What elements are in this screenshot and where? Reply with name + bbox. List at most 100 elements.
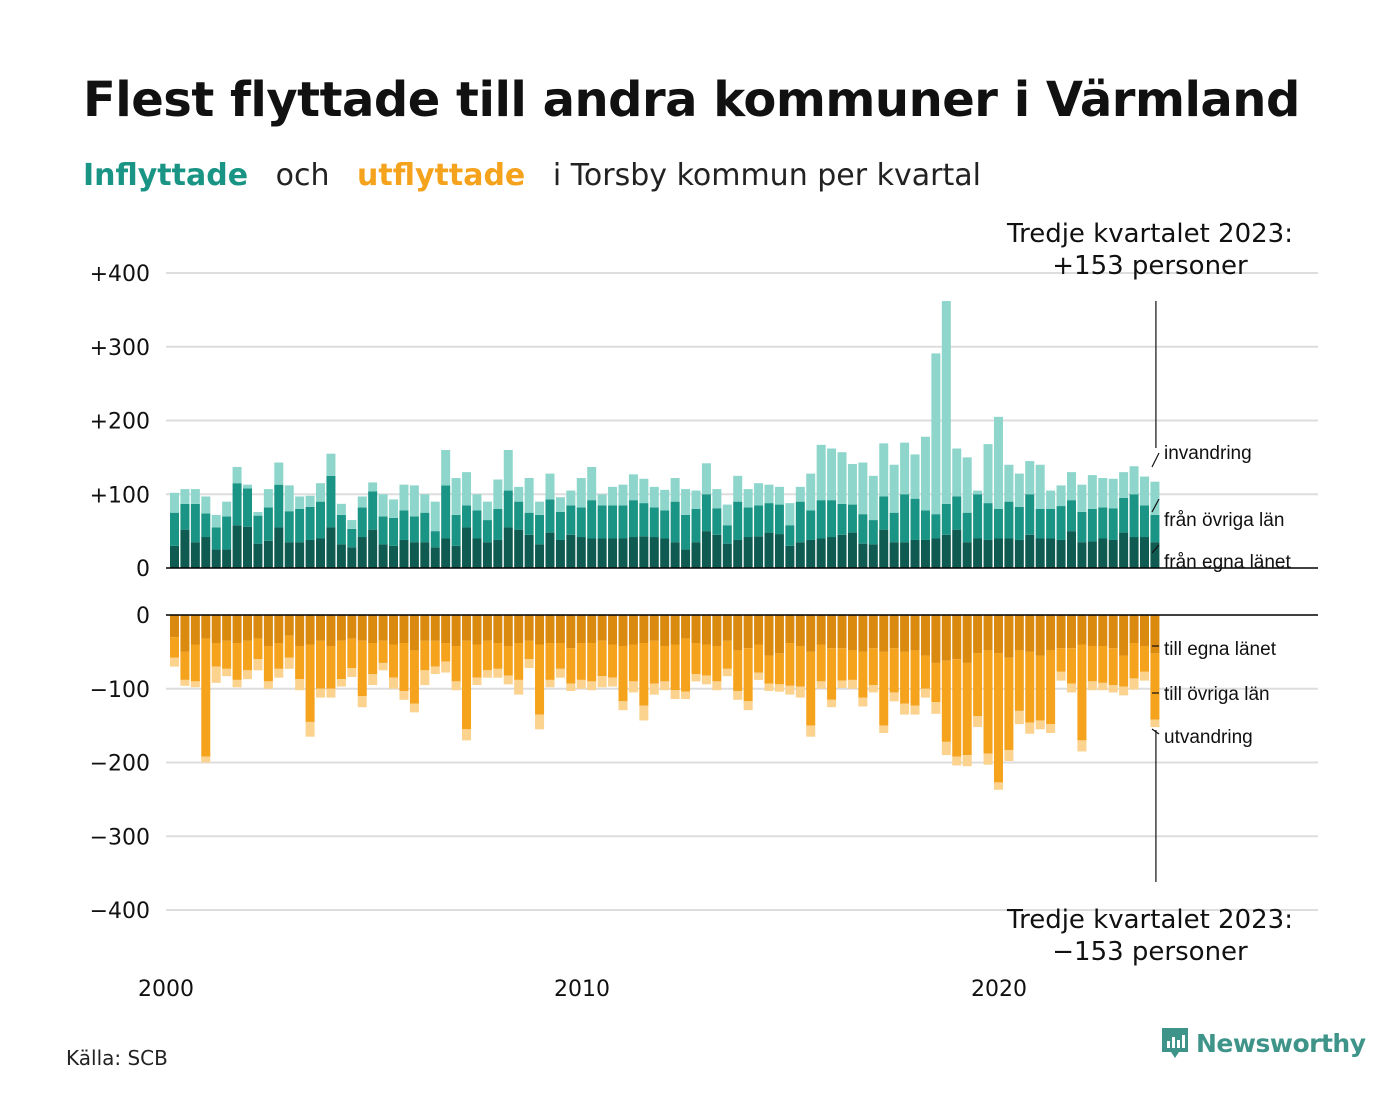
bar-in-invandring — [587, 466, 597, 501]
bar-ut-ovriga — [357, 640, 367, 697]
bar-in-ovriga — [451, 514, 461, 546]
bar-in-invandring — [952, 448, 962, 497]
subtitle-rest: i Torsby kommun per kvartal — [552, 158, 981, 193]
bar-ut-egna — [1139, 615, 1149, 646]
bar-in-invandring — [535, 501, 545, 515]
bar-ut-egna — [232, 615, 242, 644]
bar-in-invandring — [576, 478, 586, 508]
bar-in-egna — [795, 542, 805, 568]
bar-in-ovriga — [879, 496, 889, 530]
bar-ut-egna — [816, 615, 826, 645]
bar-ut-utvandring — [566, 683, 576, 691]
bar-ut-egna — [628, 615, 638, 645]
y-tick-upper: +400 — [90, 262, 150, 287]
bar-in-ovriga — [587, 500, 597, 539]
bar-in-egna — [649, 537, 659, 568]
bar-in-egna — [639, 536, 649, 568]
y-tick-lower: 0 — [136, 604, 150, 629]
bar-ut-egna — [305, 615, 315, 645]
bar-ut-utvandring — [462, 729, 472, 741]
bar-ut-utvandring — [712, 681, 722, 691]
y-tick-upper: 0 — [136, 557, 150, 582]
bar-ut-ovriga — [597, 640, 607, 677]
label-connector — [1151, 452, 1160, 468]
bar-ut-utvandring — [1108, 685, 1118, 693]
bar-in-ovriga — [1077, 511, 1087, 543]
bar-ut-utvandring — [733, 690, 743, 700]
bar-in-ovriga — [336, 514, 346, 545]
bar-ut-utvandring — [795, 686, 805, 698]
bar-ut-egna — [576, 615, 586, 644]
bar-in-invandring — [190, 489, 200, 504]
bar-ut-egna — [274, 615, 284, 644]
bar-ut-egna — [1087, 615, 1097, 646]
bar-ut-utvandring — [1035, 720, 1045, 730]
bar-in-ovriga — [722, 525, 732, 544]
bar-in-ovriga — [681, 514, 691, 550]
bar-in-egna — [399, 539, 409, 568]
bar-in-egna — [357, 537, 367, 568]
bar-ut-ovriga — [482, 640, 492, 671]
bar-in-egna — [482, 542, 492, 568]
bar-in-egna — [253, 543, 263, 568]
bar-in-ovriga — [368, 491, 378, 530]
bar-ut-egna — [806, 615, 816, 652]
bar-in-egna — [858, 543, 868, 568]
bar-in-egna — [336, 544, 346, 568]
bar-in-invandring — [316, 483, 326, 502]
bar-ut-utvandring — [900, 703, 910, 715]
bar-ut-egna — [952, 615, 962, 660]
bar-in-ovriga — [1035, 509, 1045, 539]
bar-ut-egna — [180, 615, 190, 652]
bar-in-egna — [785, 545, 795, 568]
bar-in-ovriga — [555, 511, 565, 540]
bar-ut-ovriga — [211, 643, 221, 667]
bar-in-egna — [733, 539, 743, 568]
bar-ut-ovriga — [910, 650, 920, 706]
bar-in-egna — [1004, 538, 1014, 568]
bar-in-ovriga — [1025, 494, 1035, 535]
bar-ut-utvandring — [993, 782, 1003, 790]
bar-ut-ovriga — [566, 648, 576, 684]
bar-ut-ovriga — [743, 648, 753, 702]
bar-ut-ovriga — [691, 643, 701, 674]
brand-logo: Newsworthy — [1160, 1026, 1366, 1060]
bar-in-invandring — [900, 442, 910, 495]
bar-ut-ovriga — [993, 653, 1003, 783]
bar-in-invandring — [409, 485, 419, 517]
bar-in-invandring — [701, 463, 711, 495]
bar-ut-utvandring — [378, 662, 388, 671]
bar-ut-utvandring — [722, 668, 732, 677]
bar-in-egna — [712, 534, 722, 568]
bar-in-invandring — [284, 485, 294, 512]
bar-ut-egna — [701, 615, 711, 645]
y-tick-upper: +200 — [90, 410, 150, 435]
bar-in-ovriga — [482, 520, 492, 543]
bar-in-ovriga — [1087, 509, 1097, 542]
bar-ut-utvandring — [316, 688, 326, 698]
label-connector — [1151, 728, 1160, 735]
bar-ut-ovriga — [430, 640, 440, 667]
bar-ut-utvandring — [618, 701, 628, 711]
bar-in-ovriga — [1139, 505, 1149, 538]
bar-ut-utvandring — [263, 681, 273, 689]
bar-in-egna — [1087, 541, 1097, 568]
bar-in-egna — [180, 529, 190, 568]
x-tick: 2000 — [138, 977, 194, 1002]
bar-in-ovriga — [628, 500, 638, 538]
bar-ut-utvandring — [211, 666, 221, 683]
bar-ut-ovriga — [931, 662, 941, 703]
bar-in-invandring — [910, 454, 920, 499]
bar-in-egna — [983, 539, 993, 568]
bar-ut-egna — [618, 615, 628, 646]
bar-ut-utvandring — [482, 670, 492, 678]
bar-ut-egna — [597, 615, 607, 641]
bar-in-invandring — [305, 495, 315, 507]
bar-ut-ovriga — [764, 655, 774, 684]
bar-in-invandring — [441, 450, 451, 486]
bar-ut-ovriga — [316, 640, 326, 689]
bar-in-egna — [691, 542, 701, 568]
bar-ut-ovriga — [816, 644, 826, 682]
bar-ut-egna — [493, 615, 503, 644]
bar-in-invandring — [1129, 466, 1139, 495]
